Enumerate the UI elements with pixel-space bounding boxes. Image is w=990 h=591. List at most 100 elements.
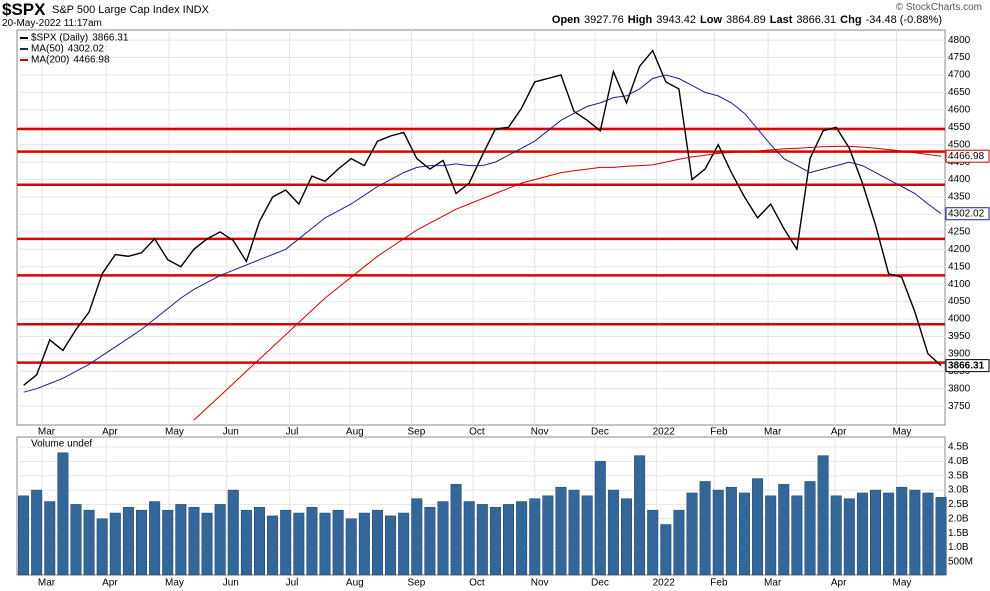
volume-bar bbox=[725, 486, 737, 576]
y-tick-label: 3950 bbox=[948, 331, 971, 342]
legend-label: MA(200) bbox=[31, 55, 69, 66]
volume-bar bbox=[70, 504, 82, 576]
series-line bbox=[193, 145, 942, 421]
volume-bar bbox=[830, 495, 842, 576]
volume-bar bbox=[752, 478, 764, 576]
volume-bar bbox=[712, 489, 724, 576]
volume-bar bbox=[817, 455, 829, 576]
y-tick-label: 4.0B bbox=[948, 456, 969, 467]
volume-bar bbox=[765, 495, 777, 576]
volume-bar bbox=[607, 489, 619, 576]
subtitle: S&P 500 Large Cap Index INDX bbox=[52, 4, 209, 16]
x-tick-label: May bbox=[165, 427, 184, 438]
last-value-label: 3866.31 bbox=[948, 360, 985, 371]
x-tick-label: Apr bbox=[831, 427, 847, 438]
last-value-box bbox=[945, 207, 990, 221]
volume-bar bbox=[909, 489, 921, 576]
y-tick-label: 4750 bbox=[948, 52, 971, 63]
y-tick-label: 4500 bbox=[948, 139, 971, 150]
quote-v: 3864.89 bbox=[726, 14, 766, 26]
x-tick-label: Mar bbox=[38, 427, 56, 438]
y-tick-label: 4350 bbox=[948, 192, 971, 203]
x-tick-label: Aug bbox=[346, 578, 364, 589]
last-value-label: 4466.98 bbox=[948, 151, 985, 162]
date: 20-May-2022 11:17am bbox=[2, 18, 102, 29]
quote-v: 3927.76 bbox=[584, 14, 624, 26]
volume-bar bbox=[332, 509, 344, 576]
volume-bar bbox=[214, 504, 226, 576]
x-tick-label: Mar bbox=[764, 427, 782, 438]
volume-bar bbox=[31, 489, 43, 576]
volume-bar bbox=[686, 492, 698, 576]
volume-bar bbox=[870, 489, 882, 576]
x-tick-label: Jun bbox=[223, 578, 239, 589]
y-tick-label: 4150 bbox=[948, 261, 971, 272]
last-value-box bbox=[945, 149, 990, 163]
volume-bar bbox=[843, 498, 855, 576]
volume-bar bbox=[634, 455, 646, 576]
y-tick-label: 4650 bbox=[948, 87, 971, 98]
volume-bar bbox=[555, 486, 567, 576]
y-tick-label: 4250 bbox=[948, 226, 971, 237]
volume-bar bbox=[738, 492, 750, 576]
volume-bar bbox=[935, 497, 947, 576]
volume-bar bbox=[345, 518, 357, 576]
y-tick-label: 1.0B bbox=[948, 542, 969, 553]
legend-label: MA(50) bbox=[31, 44, 64, 55]
x-tick-label: Apr bbox=[831, 578, 847, 589]
volume-bar bbox=[896, 486, 908, 576]
y-tick-label: 1.5B bbox=[948, 528, 969, 539]
volume-bar bbox=[529, 498, 541, 576]
quote-l: Chg bbox=[840, 14, 862, 26]
volume-bar bbox=[542, 495, 554, 576]
volume-bar bbox=[44, 501, 56, 576]
x-tick-label: Jul bbox=[286, 427, 299, 438]
volume-bar bbox=[804, 481, 816, 576]
volume-bar bbox=[57, 452, 69, 576]
volume-bar bbox=[371, 509, 383, 576]
quote-v: 3943.42 bbox=[656, 14, 697, 26]
quote-l: Low bbox=[700, 14, 723, 26]
series-line bbox=[23, 49, 942, 386]
y-tick-label: 3.5B bbox=[948, 470, 969, 481]
volume-bar bbox=[122, 507, 134, 576]
y-tick-label: 4600 bbox=[948, 104, 971, 115]
x-tick-label: Dec bbox=[591, 578, 609, 589]
volume-bar bbox=[162, 509, 174, 576]
last-value-box bbox=[945, 359, 990, 373]
volume-bar bbox=[922, 492, 934, 576]
x-tick-label: May bbox=[893, 578, 912, 589]
y-tick-label: 2.0B bbox=[948, 513, 969, 524]
quote-l: High bbox=[627, 14, 653, 26]
y-tick-label: 4050 bbox=[948, 296, 971, 307]
x-tick-label: Nov bbox=[531, 427, 549, 438]
volume-bar bbox=[267, 515, 279, 576]
symbol: $SPX bbox=[2, 0, 46, 19]
x-tick-label: 2022 bbox=[653, 427, 676, 438]
y-tick-label: 3900 bbox=[948, 349, 971, 360]
volume-bar bbox=[516, 501, 528, 576]
x-tick-label: Jul bbox=[286, 578, 299, 589]
y-tick-label: 4200 bbox=[948, 244, 971, 255]
volume-bar bbox=[673, 509, 685, 576]
volume-bar bbox=[306, 507, 318, 576]
x-tick-label: Jun bbox=[223, 427, 239, 438]
volume-bar bbox=[253, 507, 265, 576]
volume-bar bbox=[424, 507, 436, 576]
volume-bar bbox=[568, 489, 580, 576]
x-tick-label: May bbox=[165, 578, 184, 589]
x-tick-label: 2022 bbox=[653, 578, 676, 589]
y-tick-label: 2.5B bbox=[948, 499, 969, 510]
x-tick-label: Oct bbox=[469, 427, 485, 438]
volume-bar bbox=[136, 509, 148, 576]
x-tick-label: Feb bbox=[710, 427, 728, 438]
x-tick-label: Dec bbox=[591, 427, 609, 438]
volume-bar bbox=[437, 501, 449, 576]
legend-label: $SPX (Daily) bbox=[31, 33, 88, 44]
quote-l: Last bbox=[769, 14, 793, 26]
volume-bar bbox=[489, 507, 501, 576]
y-tick-label: 4800 bbox=[948, 35, 971, 46]
y-tick-label: 4400 bbox=[948, 174, 971, 185]
y-tick-label: 4100 bbox=[948, 279, 971, 290]
volume-bar bbox=[660, 524, 672, 576]
